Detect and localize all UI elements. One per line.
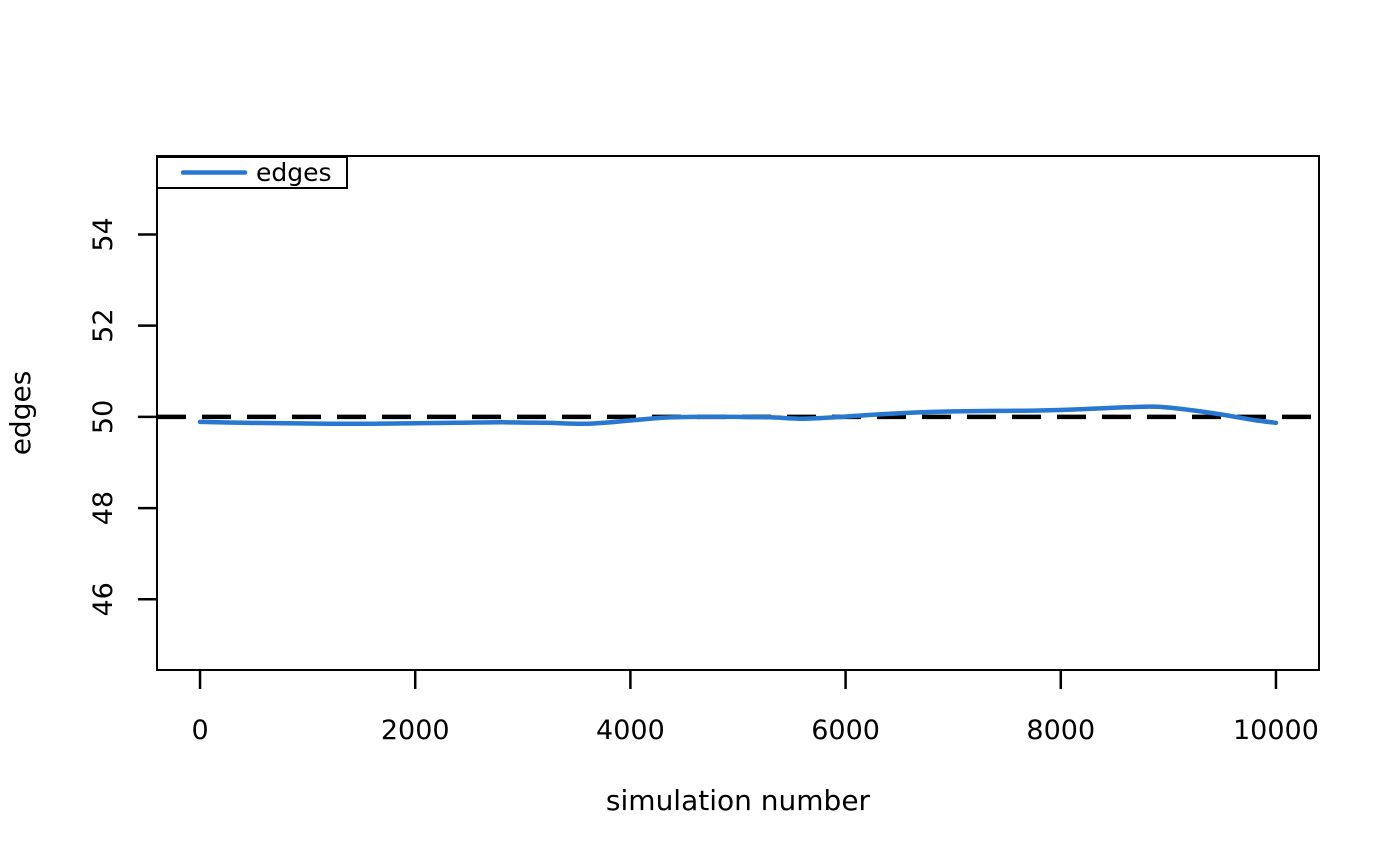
x-tick-label: 2000 bbox=[381, 715, 450, 746]
legend-label: edges bbox=[256, 158, 332, 187]
x-tick-label: 4000 bbox=[596, 715, 665, 746]
y-tick-label: 46 bbox=[88, 582, 119, 616]
y-tick-label: 48 bbox=[88, 491, 119, 525]
y-tick-label: 52 bbox=[88, 308, 119, 342]
plot-frame bbox=[156, 155, 1320, 671]
y-tick-label: 50 bbox=[88, 400, 119, 434]
x-tick-label: 6000 bbox=[811, 715, 880, 746]
x-tick-label: 0 bbox=[191, 715, 208, 746]
legend: edges bbox=[156, 156, 348, 189]
y-tick-label: 54 bbox=[88, 217, 119, 251]
series-line-edges bbox=[197, 404, 1279, 427]
x-axis-title: simulation number bbox=[606, 784, 871, 817]
x-axis: 0 2000 4000 6000 8000 10000 bbox=[191, 671, 1319, 746]
y-axis-title: edges bbox=[4, 371, 37, 456]
series-layer bbox=[197, 404, 1279, 427]
x-tick-label: 10000 bbox=[1233, 715, 1319, 746]
y-axis: 46 48 50 52 54 bbox=[88, 217, 156, 616]
x-tick-label: 8000 bbox=[1026, 715, 1095, 746]
